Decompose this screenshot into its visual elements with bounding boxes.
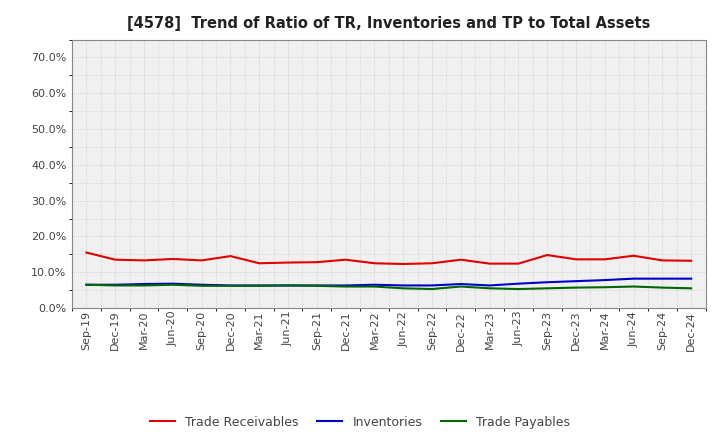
Inventories — [485, 283, 494, 288]
Trade Receivables — [629, 253, 638, 258]
Trade Payables — [658, 285, 667, 290]
Trade Payables — [485, 286, 494, 291]
Inventories — [168, 281, 177, 286]
Trade Receivables — [428, 260, 436, 266]
Inventories — [255, 283, 264, 288]
Inventories — [428, 283, 436, 288]
Line: Trade Payables: Trade Payables — [86, 285, 691, 289]
Trade Receivables — [687, 258, 696, 264]
Inventories — [399, 283, 408, 288]
Trade Payables — [428, 286, 436, 292]
Trade Receivables — [140, 258, 148, 263]
Trade Payables — [572, 285, 580, 290]
Inventories — [111, 282, 120, 287]
Trade Payables — [111, 283, 120, 288]
Inventories — [658, 276, 667, 281]
Trade Payables — [629, 284, 638, 289]
Inventories — [82, 282, 91, 287]
Trade Receivables — [543, 253, 552, 258]
Trade Receivables — [82, 250, 91, 255]
Inventories — [600, 278, 609, 283]
Trade Payables — [514, 286, 523, 292]
Trade Payables — [140, 283, 148, 288]
Inventories — [341, 283, 350, 288]
Inventories — [370, 282, 379, 287]
Line: Trade Receivables: Trade Receivables — [86, 253, 691, 264]
Trade Payables — [226, 283, 235, 289]
Inventories — [140, 282, 148, 287]
Trade Receivables — [255, 260, 264, 266]
Trade Receivables — [399, 261, 408, 267]
Trade Payables — [456, 284, 465, 289]
Inventories — [197, 282, 206, 287]
Trade Receivables — [485, 261, 494, 266]
Trade Receivables — [284, 260, 292, 265]
Inventories — [514, 281, 523, 286]
Trade Receivables — [226, 253, 235, 259]
Trade Payables — [370, 284, 379, 289]
Inventories — [543, 279, 552, 285]
Trade Payables — [82, 282, 91, 287]
Trade Payables — [168, 282, 177, 287]
Trade Receivables — [600, 257, 609, 262]
Legend: Trade Receivables, Inventories, Trade Payables: Trade Receivables, Inventories, Trade Pa… — [145, 411, 575, 434]
Title: [4578]  Trend of Ratio of TR, Inventories and TP to Total Assets: [4578] Trend of Ratio of TR, Inventories… — [127, 16, 650, 32]
Trade Payables — [284, 283, 292, 288]
Inventories — [572, 279, 580, 284]
Trade Payables — [341, 284, 350, 289]
Trade Receivables — [312, 260, 321, 265]
Trade Payables — [600, 285, 609, 290]
Inventories — [312, 283, 321, 288]
Trade Receivables — [168, 257, 177, 262]
Trade Receivables — [341, 257, 350, 262]
Trade Receivables — [572, 257, 580, 262]
Trade Payables — [255, 283, 264, 289]
Trade Payables — [687, 286, 696, 291]
Trade Receivables — [111, 257, 120, 262]
Trade Payables — [312, 283, 321, 289]
Trade Receivables — [197, 258, 206, 263]
Trade Payables — [543, 286, 552, 291]
Inventories — [226, 283, 235, 288]
Trade Receivables — [658, 258, 667, 263]
Inventories — [456, 282, 465, 287]
Trade Receivables — [370, 260, 379, 266]
Line: Inventories: Inventories — [86, 279, 691, 286]
Trade Payables — [399, 286, 408, 291]
Inventories — [284, 283, 292, 288]
Trade Receivables — [514, 261, 523, 266]
Inventories — [687, 276, 696, 281]
Inventories — [629, 276, 638, 281]
Trade Payables — [197, 283, 206, 289]
Trade Receivables — [456, 257, 465, 262]
